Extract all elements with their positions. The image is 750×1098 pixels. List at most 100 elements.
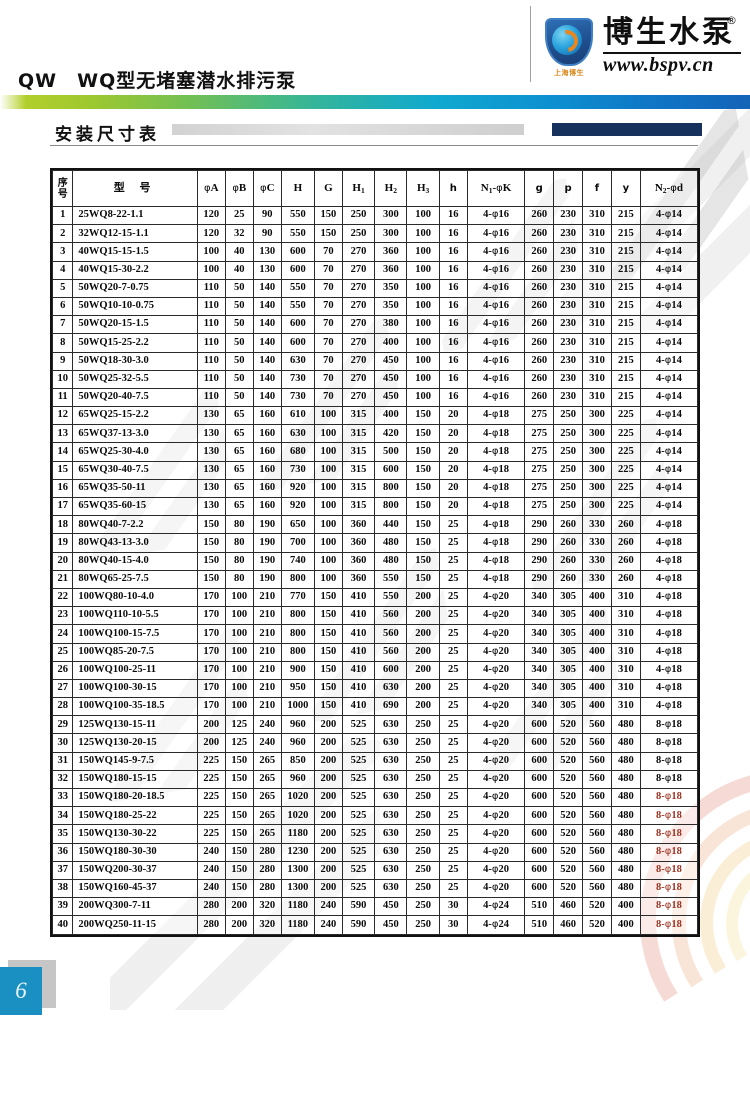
cell-g: 275 bbox=[524, 496, 555, 517]
cell-H3: 250 bbox=[406, 860, 440, 880]
cell-f: 560 bbox=[582, 806, 612, 826]
cell-phiB: 65 bbox=[224, 478, 254, 499]
cell-no: 2 bbox=[51, 224, 74, 244]
cell-G: 100 bbox=[313, 424, 343, 444]
cell-H3: 250 bbox=[406, 787, 440, 808]
cell-g: 600 bbox=[524, 715, 555, 735]
cell-G: 100 bbox=[313, 406, 343, 426]
cell-phiC: 320 bbox=[252, 915, 282, 935]
cell-H2: 630 bbox=[374, 860, 408, 880]
cell-h: 16 bbox=[438, 387, 468, 408]
cell-p: 260 bbox=[553, 533, 584, 553]
cell-h: 16 bbox=[438, 242, 468, 262]
cell-H2: 450 bbox=[374, 915, 408, 935]
cell-H: 680 bbox=[280, 442, 315, 462]
cell-phiA: 130 bbox=[196, 424, 226, 444]
table-row: 40 200WQ250-11-15 280 200 320 1180 240 590 450 25… bbox=[51, 915, 699, 935]
cell-phiB: 150 bbox=[224, 860, 254, 880]
cell-N2: 8-φ18 bbox=[639, 878, 699, 899]
cell-H3: 250 bbox=[406, 751, 440, 771]
cell-H1: 410 bbox=[341, 678, 376, 699]
cell-f: 310 bbox=[582, 205, 612, 226]
cell-N2: 4-φ14 bbox=[639, 333, 699, 353]
cell-H3: 100 bbox=[406, 296, 440, 317]
cell-H2: 630 bbox=[374, 824, 408, 844]
cell-H2: 630 bbox=[374, 769, 408, 790]
cell-h: 25 bbox=[438, 806, 468, 826]
cell-p: 520 bbox=[553, 751, 584, 771]
cell-h: 25 bbox=[438, 860, 468, 880]
cell-y: 310 bbox=[610, 678, 641, 699]
cell-H: 740 bbox=[280, 551, 315, 571]
cell-phiA: 170 bbox=[196, 606, 226, 626]
cell-N1: 4-φ20 bbox=[466, 878, 526, 899]
table-row: 19 80WQ43-13-3.0 150 80 190 700 100 360 480 150 25… bbox=[51, 533, 699, 553]
cell-phiC: 130 bbox=[252, 242, 282, 262]
table-row: 1 25WQ8-22-1.1 120 25 90 550 150 250 300 100 16 4-φ… bbox=[51, 205, 699, 226]
cell-no: 4 bbox=[51, 260, 74, 280]
cell-H2: 360 bbox=[374, 242, 408, 262]
cell-H3: 100 bbox=[406, 333, 440, 353]
cell-N1: 4-φ16 bbox=[466, 315, 526, 335]
cell-no: 35 bbox=[51, 824, 74, 844]
cell-h: 25 bbox=[438, 606, 468, 626]
cell-h: 25 bbox=[438, 551, 468, 571]
cell-phiA: 110 bbox=[196, 296, 226, 317]
cell-phiA: 130 bbox=[196, 496, 226, 517]
installation-dimensions-table: 序号型 号 φA φB φC H G H1 H2 H3 h N1-φK g p f y N2-φd 1 25WQ… bbox=[50, 168, 700, 937]
cell-phiA: 110 bbox=[196, 333, 226, 353]
cell-phiA: 130 bbox=[196, 460, 226, 480]
cell-H3: 200 bbox=[406, 587, 440, 608]
cell-phiC: 320 bbox=[252, 897, 282, 917]
cell-phiC: 280 bbox=[252, 878, 282, 899]
cell-y: 480 bbox=[610, 824, 641, 844]
cell-H2: 350 bbox=[374, 296, 408, 317]
cell-no: 21 bbox=[51, 569, 74, 589]
cell-model: 150WQ180-15-15 bbox=[72, 769, 198, 790]
cell-N1: 4-φ24 bbox=[466, 897, 526, 917]
cell-p: 520 bbox=[553, 787, 584, 808]
cell-N1: 4-φ16 bbox=[466, 242, 526, 262]
cell-no: 9 bbox=[51, 351, 74, 371]
cell-model: 50WQ15-25-2.2 bbox=[72, 333, 198, 353]
cell-phiC: 140 bbox=[252, 296, 282, 317]
table-row: 36 150WQ180-30-30 240 150 280 1230 200 525 630 25… bbox=[51, 842, 699, 862]
column-header-phiB: φB bbox=[224, 170, 254, 207]
cell-H2: 630 bbox=[374, 751, 408, 771]
cell-no: 26 bbox=[51, 660, 74, 680]
cell-y: 310 bbox=[610, 606, 641, 626]
cell-phiC: 265 bbox=[252, 769, 282, 790]
table-row: 17 65WQ35-60-15 130 65 160 920 100 315 800 150 20 4… bbox=[51, 496, 699, 517]
cell-phiA: 130 bbox=[196, 406, 226, 426]
cell-H: 550 bbox=[280, 296, 315, 317]
cell-H1: 270 bbox=[341, 315, 376, 335]
cell-p: 305 bbox=[553, 587, 584, 608]
cell-H1: 270 bbox=[341, 387, 376, 408]
cell-N2: 4-φ14 bbox=[639, 242, 699, 262]
cell-phiB: 100 bbox=[224, 678, 254, 699]
cell-g: 290 bbox=[524, 515, 555, 535]
cell-H2: 480 bbox=[374, 551, 408, 571]
cell-N1: 4-φ20 bbox=[466, 624, 526, 644]
cell-N1: 4-φ20 bbox=[466, 806, 526, 826]
cell-H: 610 bbox=[280, 406, 315, 426]
cell-model: 150WQ180-25-22 bbox=[72, 806, 198, 826]
cell-phiA: 280 bbox=[196, 897, 226, 917]
cell-H3: 150 bbox=[406, 406, 440, 426]
cell-N1: 4-φ16 bbox=[466, 369, 526, 389]
cell-phiA: 100 bbox=[196, 242, 226, 262]
cell-H: 1180 bbox=[280, 824, 315, 844]
cell-N2: 8-φ18 bbox=[639, 915, 699, 935]
cell-phiC: 210 bbox=[252, 642, 282, 662]
cell-H: 950 bbox=[280, 678, 315, 699]
cell-p: 230 bbox=[553, 333, 584, 353]
cell-p: 250 bbox=[553, 406, 584, 426]
cell-phiC: 160 bbox=[252, 496, 282, 517]
cell-y: 215 bbox=[610, 387, 641, 408]
cell-phiB: 100 bbox=[224, 606, 254, 626]
cell-g: 260 bbox=[524, 260, 555, 280]
cell-y: 225 bbox=[610, 442, 641, 462]
cell-N1: 4-φ20 bbox=[466, 824, 526, 844]
cell-no: 22 bbox=[51, 587, 74, 608]
column-header-N1: N1-φK bbox=[466, 170, 526, 207]
